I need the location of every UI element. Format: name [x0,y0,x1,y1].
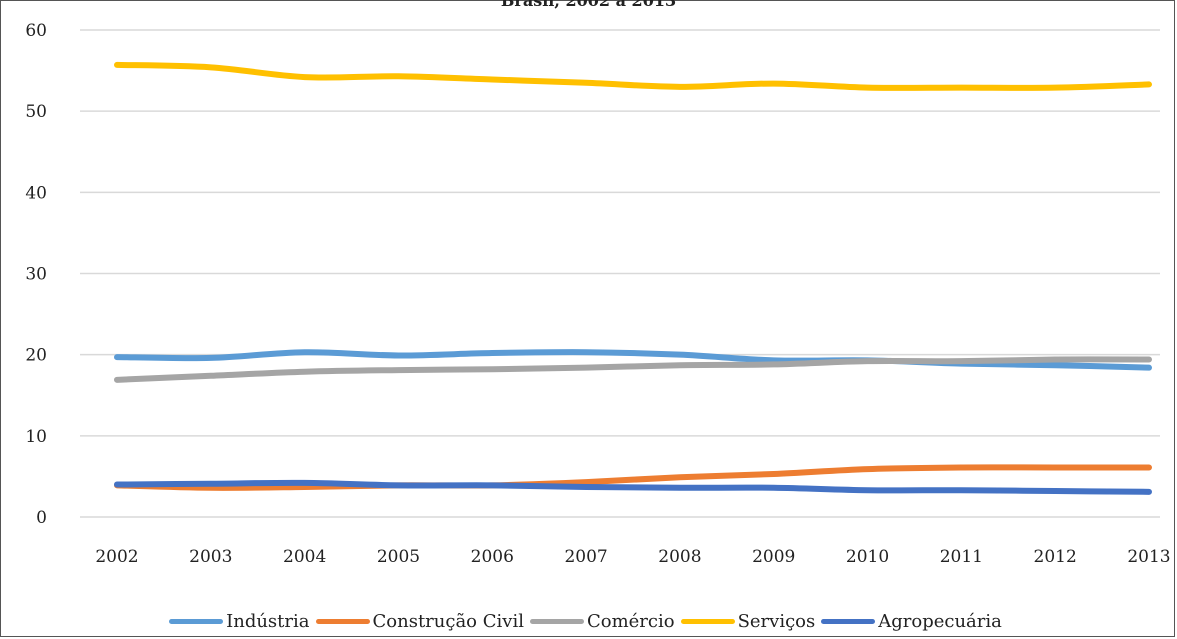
legend-swatch [529,618,584,624]
series-line [114,479,1152,495]
series-line [114,356,1152,383]
y-tick-label: 10 [25,427,47,447]
x-tick-label: 2013 [1127,547,1170,567]
x-tick-label: 2003 [189,547,232,567]
y-tick-label: 30 [25,265,47,285]
y-tick-label: 60 [25,21,47,41]
y-tick-label: 20 [25,346,47,366]
x-tick-label: 2011 [940,547,983,567]
legend: Indústria Construção Civil Comércio Serviço… [0,606,1177,636]
series-lines [114,61,1152,495]
legend-label: Indústria [226,610,310,632]
legend-item: Serviços [680,610,822,632]
legend-item: Agropecuária [821,611,1008,632]
x-tick-label: 2005 [377,547,420,567]
chart-title: Brasil, 2002 a 2013 [500,0,677,10]
x-axis-ticks: 2002 2003 2004 2005 2006 2007 2008 2009 2010 2011… [95,547,1170,567]
legend-swatch [680,618,735,624]
x-tick-label: 2002 [95,547,138,567]
legend-swatch [821,618,876,624]
gridlines [80,29,1160,518]
legend-item: Indústria [169,611,315,632]
y-tick-label: 0 [36,508,47,528]
series-line [114,61,1152,91]
x-tick-label: 2009 [752,547,795,567]
series-line [114,464,1152,491]
x-tick-label: 2006 [471,547,514,567]
y-tick-label: 50 [25,102,47,122]
x-tick-label: 2010 [846,547,889,567]
x-tick-label: 2007 [564,547,607,567]
x-tick-label: 2008 [658,547,701,567]
legend-label: Serviços [737,610,816,632]
legend-label: Agropecuária [878,610,1002,632]
legend-item: Construção Civil [315,610,530,632]
legend-swatch [315,618,370,624]
legend-label: Construção Civil [372,610,524,632]
legend-label: Comércio [586,610,675,632]
legend-swatch [169,618,224,624]
legend-item: Comércio [529,610,681,632]
x-tick-label: 2012 [1034,547,1077,567]
y-axis-ticks: 0 10 20 30 40 50 60 [25,21,47,528]
y-tick-label: 40 [25,183,47,203]
x-tick-label: 2004 [283,547,326,567]
